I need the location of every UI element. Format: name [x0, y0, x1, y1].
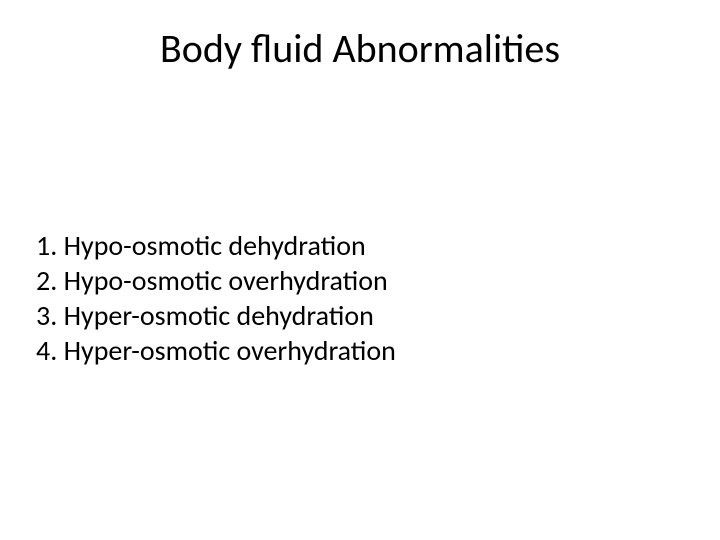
list-item: 2. Hypo-osmotic overhydration — [36, 263, 396, 298]
slide-container: Body fluid Abnormalities 1. Hypo-osmotic… — [0, 0, 720, 540]
slide-title: Body fluid Abnormalities — [0, 24, 720, 73]
list-item: 4. Hyper-osmotic overhydration — [36, 333, 396, 368]
list-item: 3. Hyper-osmotic dehydration — [36, 298, 396, 333]
list-item: 1. Hypo-osmotic dehydration — [36, 228, 396, 263]
abnormalities-list: 1. Hypo-osmotic dehydration 2. Hypo-osmo… — [36, 228, 396, 368]
